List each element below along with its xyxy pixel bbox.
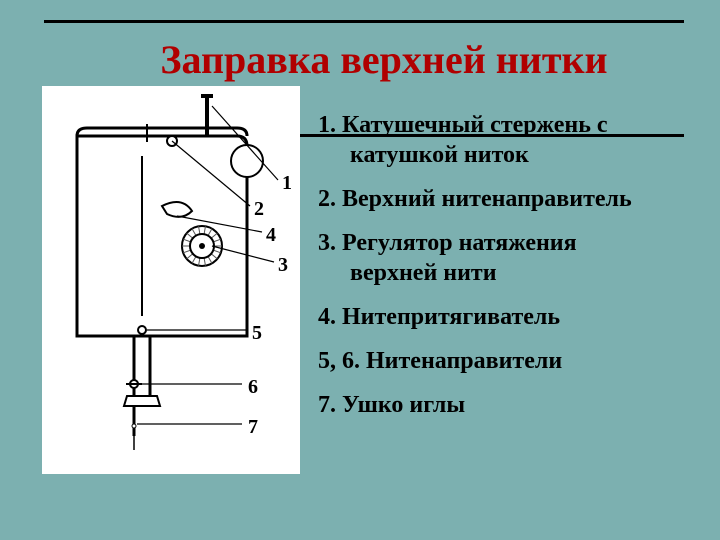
thread-guide-5 (138, 326, 146, 334)
legend-item-text: Нитенаправители (366, 348, 562, 374)
slide-root: Заправка верхней нитки 1. Катушечный сте… (0, 0, 720, 540)
tension-dial-center (199, 243, 205, 249)
legend-item-number: 1. (318, 112, 342, 138)
legend-list: 1. Катушечный стержень скатушкой ниток 2.… (318, 110, 698, 434)
legend-item-continuation: верхней нити (318, 258, 698, 288)
legend-item-text: Нитепритягиватель (342, 304, 560, 330)
legend-item-text: Регулятор натяжения (342, 230, 577, 256)
legend-item-1: 1. Катушечный стержень скатушкой ниток (318, 110, 698, 170)
legend-item-number: 4. (318, 304, 342, 330)
legend-item-text: Катушечный стержень с (342, 112, 608, 138)
hand-wheel (231, 145, 263, 177)
rule-top (44, 20, 684, 23)
sewing-machine-diagram: 1243 5 6 7 (42, 86, 300, 474)
legend-item-2: 2. Верхний нитенаправитель (318, 184, 698, 214)
legend-item-5: 5, 6. Нитенаправители (318, 346, 698, 376)
legend-item-3: 3. Регулятор натяженияверхней нити (318, 228, 698, 288)
legend-item-number: 2. (318, 186, 342, 212)
machine-body-outline (77, 136, 247, 336)
legend-item-6: 7. Ушко иглы (318, 390, 698, 420)
spool-pin-cap (201, 94, 213, 98)
diagram-number-7: 7 (248, 416, 258, 439)
legend-item-number: 5, 6. (318, 348, 366, 374)
takeup-lever (162, 202, 192, 217)
diagram-svg (42, 86, 300, 474)
legend-item-4: 4. Нитепритягиватель (318, 302, 698, 332)
legend-item-number: 7. (318, 392, 342, 418)
slide-title: Заправка верхней нитки (104, 32, 664, 88)
diagram-number-6: 6 (248, 376, 258, 399)
legend-item-text: Верхний нитенаправитель (342, 186, 632, 212)
presser-foot (124, 396, 160, 406)
diagram-number-4: 4 (266, 224, 276, 247)
legend-item-number: 3. (318, 230, 342, 256)
diagram-number-1: 1 (282, 172, 292, 195)
legend-item-continuation: катушкой ниток (318, 140, 698, 170)
legend-item-text: Ушко иглы (342, 392, 465, 418)
needle-eye (132, 424, 136, 428)
diagram-number-2: 2 (254, 198, 264, 221)
diagram-number-3: 3 (278, 254, 288, 277)
diagram-number-5: 5 (252, 322, 262, 345)
